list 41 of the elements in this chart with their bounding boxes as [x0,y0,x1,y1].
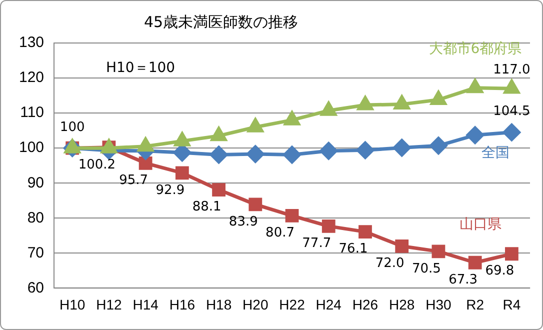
y-tick-label: 80 [27,209,44,226]
data-label: 117.0 [493,62,530,78]
data-label: 72.0 [375,256,404,272]
chart-title: 45歳未満医師数の推移 [142,13,300,32]
x-tick-label: H14 [132,296,159,312]
y-tick-label: 110 [20,104,44,122]
x-tick-label: H20 [242,296,268,312]
y-tick-label: 90 [27,174,44,192]
x-tick-label: H12 [96,296,122,312]
y-tick-label: 100 [18,139,44,156]
y-tick-label: 120 [18,69,44,86]
data-label: 69.8 [485,264,514,279]
series-label: 大都市6都府県 [428,41,522,58]
x-tick-label: H28 [389,296,415,312]
x-tick-label: H22 [279,296,306,312]
data-label: 70.5 [412,261,441,276]
y-tick-label: 130 [18,34,44,52]
data-label: 100.2 [78,157,116,172]
data-label: 95.7 [119,173,148,188]
data-label: 67.3 [448,272,478,288]
x-tick-label: R4 [502,296,521,312]
data-label: 92.9 [156,182,185,198]
x-tick-label: H10 [59,296,86,312]
data-label: 88.1 [192,200,222,215]
data-label: 76.1 [338,242,368,257]
x-tick-label: H16 [169,296,196,312]
x-tick-label: H30 [426,296,452,312]
data-label: 104.5 [493,104,530,120]
x-tick-label: H26 [352,296,378,312]
x-tick-label: H24 [316,296,342,312]
x-tick-label: R2 [466,296,484,312]
y-tick-label: 70 [27,244,44,262]
x-tick-label: H18 [206,296,232,312]
data-label: 100 [60,120,85,135]
series-label: 山口県 [460,216,502,233]
y-tick-label: 60 [27,279,44,296]
annotation: H10＝100 [106,59,176,77]
data-label: 83.9 [228,214,258,230]
series-label: 全国 [482,144,510,161]
data-label: 77.7 [302,236,332,252]
data-label: 80.7 [266,226,294,241]
